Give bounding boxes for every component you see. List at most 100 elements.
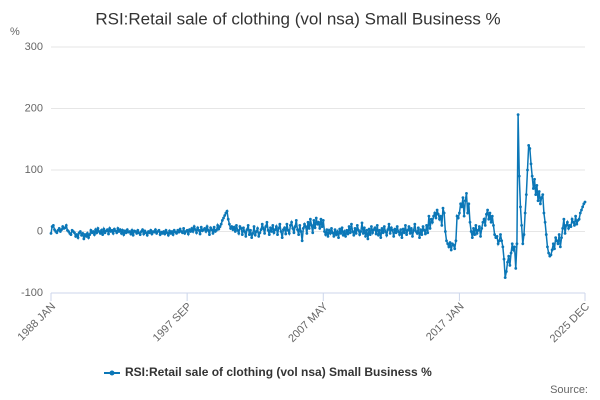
data-point (252, 225, 256, 228)
data-point (506, 260, 509, 264)
data-point (487, 217, 491, 221)
data-point (557, 233, 561, 236)
data-point (231, 228, 235, 232)
data-point (544, 233, 548, 236)
data-point (269, 226, 272, 230)
data-point (270, 230, 274, 233)
data-point (327, 228, 331, 232)
data-point (427, 214, 431, 218)
data-point (530, 174, 534, 178)
data-point (575, 222, 579, 226)
data-point (253, 233, 257, 237)
data-point (539, 202, 542, 206)
data-point (277, 227, 281, 230)
data-point (171, 233, 175, 236)
data-point (287, 231, 291, 235)
data-point (546, 245, 549, 249)
data-point (293, 225, 297, 228)
data-point (492, 223, 495, 227)
data-point (278, 222, 282, 226)
data-point (409, 227, 413, 230)
data-point (541, 193, 545, 197)
data-point (311, 231, 315, 235)
data-point (382, 225, 386, 228)
data-point (476, 228, 480, 232)
data-point (347, 225, 351, 228)
data-point (502, 257, 506, 261)
y-tick-label: 300 (25, 41, 43, 53)
data-point (520, 223, 524, 227)
data-point (81, 231, 85, 235)
data-point (203, 227, 207, 230)
data-point (524, 193, 528, 197)
y-tick-label: -100 (21, 287, 43, 299)
data-point (177, 230, 181, 234)
data-point (522, 233, 526, 236)
data-point (503, 276, 507, 280)
data-point (250, 236, 254, 240)
data-point (438, 217, 441, 221)
data-point (150, 232, 154, 236)
data-point (284, 232, 288, 236)
data-point (82, 237, 86, 241)
data-point (332, 235, 336, 238)
data-point (190, 227, 194, 230)
data-point (301, 227, 305, 230)
data-point (225, 209, 229, 213)
data-point (60, 228, 63, 232)
data-point (555, 239, 559, 243)
data-point (563, 231, 567, 235)
data-point (320, 225, 324, 228)
data-point (149, 228, 153, 232)
data-point (222, 216, 225, 220)
data-point (441, 206, 445, 210)
data-point (337, 236, 340, 240)
data-point (78, 230, 82, 233)
data-point (138, 233, 142, 236)
data-point (267, 233, 271, 236)
data-point (175, 231, 178, 235)
data-point (379, 236, 383, 240)
data-point (307, 227, 311, 230)
data-point (405, 233, 409, 236)
data-point (389, 226, 393, 230)
data-point (98, 231, 102, 235)
data-point (247, 233, 251, 236)
data-point (453, 247, 457, 251)
data-point (416, 226, 420, 230)
data-point (560, 236, 563, 240)
chart-title: RSI:Retail sale of clothing (vol nsa) Sm… (95, 9, 500, 28)
data-point (402, 231, 406, 235)
data-point (105, 228, 109, 232)
data-point (515, 242, 519, 246)
data-point (244, 235, 248, 238)
data-point (76, 236, 80, 240)
data-point (398, 233, 401, 236)
data-point (407, 225, 411, 228)
data-point (165, 231, 169, 235)
data-point (510, 242, 514, 246)
data-point (496, 242, 500, 246)
data-point (292, 231, 296, 235)
data-point (395, 225, 399, 228)
data-point (166, 233, 170, 237)
data-point (350, 222, 353, 226)
data-point (136, 228, 140, 232)
data-point (63, 226, 67, 230)
data-point (536, 199, 540, 203)
data-point (489, 220, 493, 224)
data-point (266, 228, 270, 232)
data-point (157, 228, 161, 232)
data-point (375, 223, 379, 227)
data-point (392, 235, 396, 238)
data-point (158, 233, 162, 236)
data-point (362, 226, 366, 230)
data-point (411, 235, 414, 238)
x-tick-label: 2025 DEC (548, 301, 592, 345)
data-point (314, 216, 318, 220)
data-point (454, 239, 458, 243)
data-point (558, 245, 562, 249)
data-point (370, 225, 373, 228)
data-point (368, 233, 372, 236)
